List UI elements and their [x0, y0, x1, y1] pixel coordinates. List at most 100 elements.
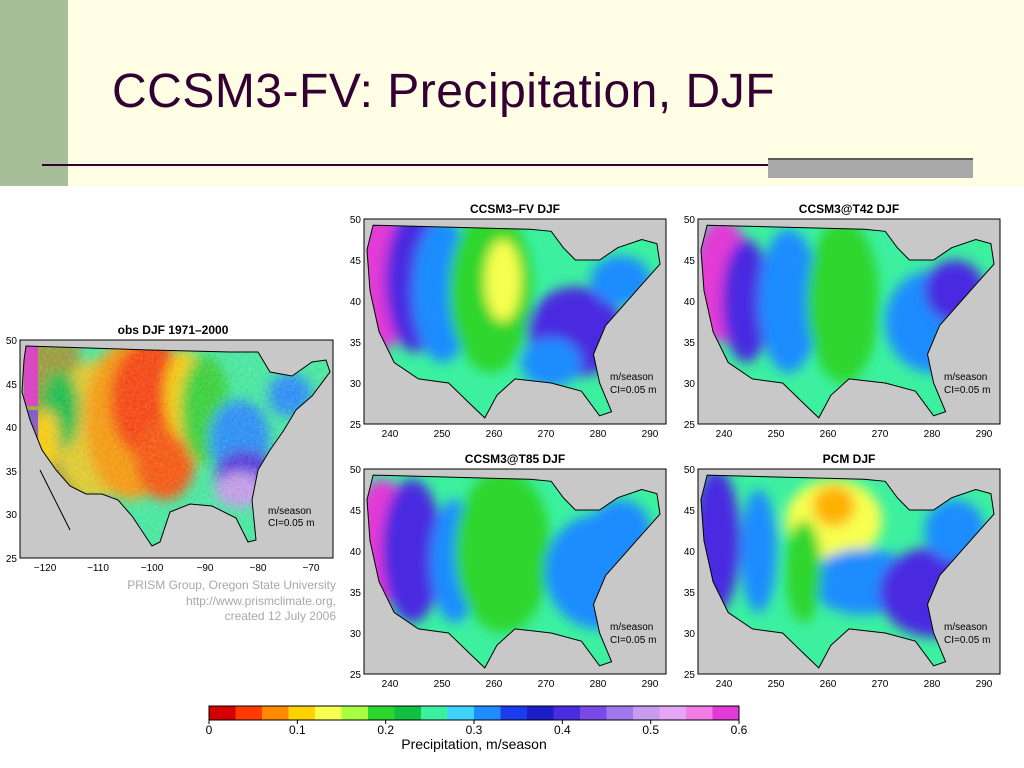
y-tick: 45 [350, 506, 362, 517]
colorbar-swatch [580, 706, 607, 720]
y-tick: 30 [350, 629, 362, 640]
x-tick: 260 [820, 429, 837, 440]
colorbar-swatch [315, 706, 342, 720]
map-pcm: PCM DJF m/season CI=0.05 m 50 45 40 35 30 25 240 2… [684, 452, 1001, 690]
x-tick: 290 [976, 679, 993, 690]
x-tick: −120 [34, 563, 57, 574]
y-tick: 30 [684, 629, 696, 640]
x-tick: 240 [716, 679, 733, 690]
units-label: m/season [944, 622, 987, 633]
x-tick: 280 [590, 679, 607, 690]
ci-label: CI=0.05 m [944, 385, 990, 396]
colorbar-swatch [474, 706, 501, 720]
coastline [366, 474, 661, 669]
x-tick: 250 [768, 429, 785, 440]
units-label: m/season [610, 622, 653, 633]
y-tick: 25 [684, 420, 696, 431]
x-tick: −80 [250, 563, 267, 574]
x-tick: 240 [382, 429, 399, 440]
y-tick: 40 [350, 297, 362, 308]
y-tick: 50 [6, 336, 18, 347]
coastline [366, 224, 661, 419]
colorbar-tick: 0.6 [731, 723, 748, 737]
x-tick: 290 [976, 429, 993, 440]
colorbar-swatch [235, 706, 263, 720]
y-tick: 50 [350, 465, 362, 476]
ci-label: CI=0.05 m [944, 635, 990, 646]
map-title: PCM DJF [823, 452, 876, 466]
colorbar-label: Precipitation, m/season [401, 736, 547, 752]
y-tick: 25 [684, 670, 696, 681]
y-tick: 45 [684, 506, 696, 517]
coastline [700, 224, 995, 419]
x-tick: 240 [382, 679, 399, 690]
data-credit: PRISM Group, Oregon State University htt… [127, 578, 336, 625]
y-tick: 45 [350, 256, 362, 267]
credit-line: created 12 July 2006 [224, 609, 336, 623]
x-tick: 250 [434, 679, 451, 690]
y-tick: 45 [684, 256, 696, 267]
colorbar-swatch [394, 706, 422, 720]
colorbar-swatch [633, 706, 660, 720]
credit-line: http://www.prismclimate.org, [185, 593, 336, 608]
y-tick: 40 [684, 297, 696, 308]
map-t85: CCSM3@T85 DJF m/season CI=0.05 m 50 45 40 35 30… [350, 452, 667, 690]
y-tick: 35 [6, 467, 18, 478]
colorbar-tick: 0.2 [377, 723, 394, 737]
y-tick: 50 [684, 465, 696, 476]
map-title: obs DJF 1971–2000 [118, 323, 229, 337]
map-t42: CCSM3@T42 DJF m/season CI=0.05 m 50 45 40 35 30… [684, 202, 1001, 440]
colorbar-swatch [686, 706, 713, 720]
map-obs: obs DJF 1971–2000 [6, 323, 334, 574]
colorbar-swatch [500, 706, 528, 720]
y-tick: 25 [350, 420, 362, 431]
colorbar-tick: 0.4 [554, 723, 571, 737]
x-tick: 250 [768, 679, 785, 690]
map-title: CCSM3@T42 DJF [799, 202, 899, 216]
units-label: m/season [610, 372, 653, 383]
ci-label: CI=0.05 m [268, 518, 314, 529]
x-tick: −100 [141, 563, 164, 574]
colorbar-swatch [712, 706, 740, 720]
colorbar-swatch [341, 706, 369, 720]
x-tick: −110 [87, 563, 109, 574]
colorbar-swatch [659, 706, 687, 720]
colorbar-tick: 0.5 [642, 723, 659, 737]
map-title: CCSM3@T85 DJF [465, 452, 565, 466]
y-tick: 30 [684, 379, 696, 390]
y-tick: 35 [350, 338, 362, 349]
x-tick: 240 [716, 429, 733, 440]
y-tick: 25 [350, 670, 362, 681]
y-tick: 45 [6, 380, 18, 391]
y-tick: 35 [684, 338, 696, 349]
credit-line: PRISM Group, Oregon State University [127, 578, 336, 592]
x-tick: 290 [642, 679, 659, 690]
x-tick: 280 [924, 679, 941, 690]
title-accent-block [768, 158, 973, 178]
colorbar-swatch [606, 706, 634, 720]
slide-header: CCSM3-FV: Precipitation, DJF [0, 0, 1024, 186]
x-tick: −70 [303, 563, 320, 574]
colorbar-swatch [527, 706, 554, 720]
colorbar: 0 0.1 0.2 0.3 0.4 0.5 0.6 Precipitation, m/sea… [206, 705, 748, 752]
x-tick: 270 [872, 679, 889, 690]
x-tick: 260 [820, 679, 837, 690]
coastline [21, 345, 331, 547]
y-tick: 40 [684, 547, 696, 558]
x-tick: −90 [197, 563, 214, 574]
colorbar-swatch [262, 706, 289, 720]
colorbar-swatch [288, 706, 316, 720]
x-tick: 250 [434, 429, 451, 440]
colorbar-swatch [209, 706, 236, 720]
y-tick: 40 [6, 423, 18, 434]
colorbar-swatch [447, 706, 475, 720]
colorbar-tick: 0 [206, 723, 213, 737]
x-tick: 270 [538, 429, 555, 440]
units-label: m/season [944, 372, 987, 383]
colorbar-swatch [421, 706, 448, 720]
units-label: m/season [268, 506, 311, 517]
y-tick: 40 [350, 547, 362, 558]
title-underline [42, 164, 972, 166]
y-tick: 30 [350, 379, 362, 390]
